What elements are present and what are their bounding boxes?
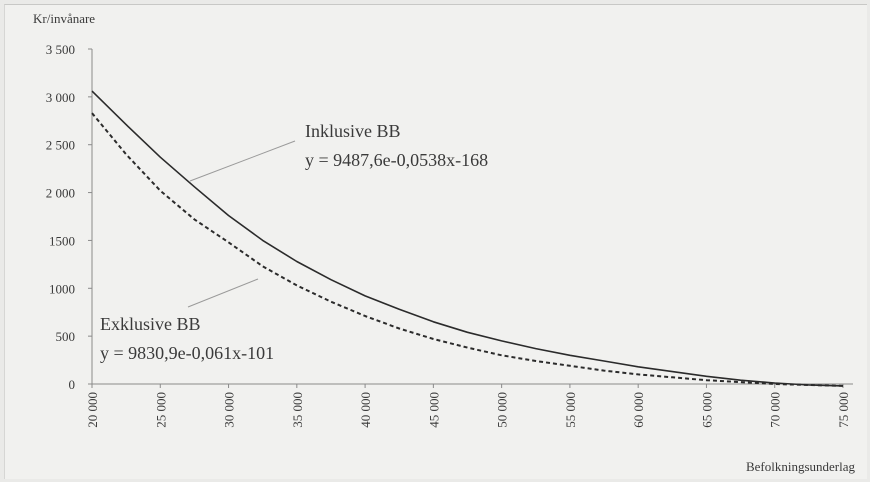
x-tick-label: 40 000	[358, 392, 373, 428]
x-tick-label: 45 000	[426, 392, 441, 428]
x-tick-label: 55 000	[563, 392, 578, 428]
x-tick-label: 65 000	[699, 392, 714, 428]
series-line-exklusive-bb	[91, 112, 844, 387]
annotation-inklusive-equation: y = 9487,6e-0,0538x-168	[305, 150, 488, 170]
annotation-inklusive-pointer	[189, 140, 296, 182]
annotation-inklusive-name: Inklusive BB	[305, 121, 401, 141]
y-tick-label: 0	[69, 377, 76, 392]
annotation-exklusive-name: Exklusive BB	[100, 314, 201, 334]
x-tick-label: 50 000	[495, 392, 510, 428]
x-axis-title: Befolkningsunderlag	[746, 459, 856, 474]
x-tick-label: 35 000	[290, 392, 305, 428]
series-line-inklusive-bb	[91, 90, 844, 387]
x-tick-label: 60 000	[631, 392, 646, 428]
line-chart: Kr/invånare Befolkningsunderlag 0 500 1000…	[33, 11, 856, 474]
y-tick-label: 3 500	[46, 42, 75, 57]
chart-frame: Kr/invånare Befolkningsunderlag 0 500 1000…	[4, 4, 867, 479]
x-tick-label: 70 000	[768, 392, 783, 428]
x-tick-label: 20 000	[85, 392, 100, 428]
x-tick-label: 75 000	[836, 392, 851, 428]
y-tick-label: 1000	[49, 281, 75, 296]
x-tick-label: 25 000	[153, 392, 168, 428]
y-tick-label: 500	[56, 329, 76, 344]
y-tick-label: 1500	[49, 233, 75, 248]
y-ticks: 0 500 1000 1500 2 000 2 500 3 000 3 500	[46, 42, 92, 392]
axes-layer	[91, 49, 853, 385]
y-axis-title: Kr/invånare	[33, 11, 95, 26]
series-layer	[91, 90, 844, 387]
annotation-exklusive-pointer	[187, 278, 259, 308]
y-tick-label: 2 500	[46, 138, 75, 153]
x-ticks: 20 000 25 000 30 000 35 000 40 000 45 000 50 0…	[85, 384, 851, 428]
annotation-exklusive: Exklusive BB y = 9830,9e-0,061x-101	[100, 278, 274, 363]
x-tick-label: 30 000	[222, 392, 237, 428]
annotation-inklusive: Inklusive BB y = 9487,6e-0,0538x-168	[189, 121, 488, 182]
y-tick-label: 3 000	[46, 90, 75, 105]
annotation-exklusive-equation: y = 9830,9e-0,061x-101	[100, 343, 274, 363]
y-tick-label: 2 000	[46, 186, 75, 201]
